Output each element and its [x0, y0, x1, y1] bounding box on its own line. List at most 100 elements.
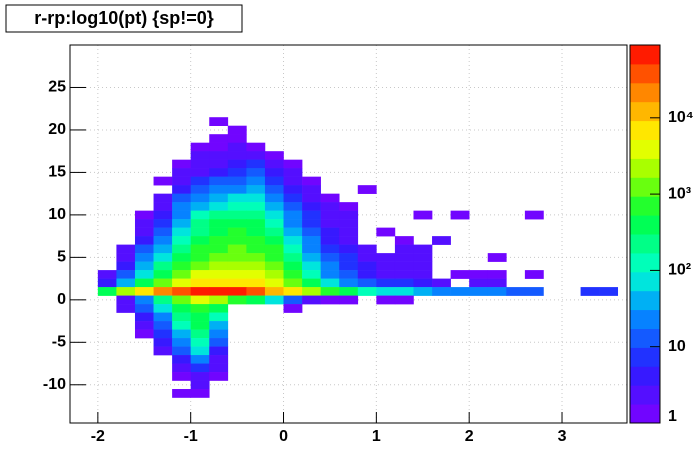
- heat-cell: [172, 210, 191, 220]
- heat-cell: [190, 295, 210, 305]
- heat-cell: [227, 253, 247, 262]
- heat-cell: [209, 363, 229, 373]
- heat-cell: [209, 321, 229, 330]
- heat-cell: [209, 304, 229, 313]
- heat-cell: [227, 261, 247, 271]
- heat-cell: [320, 202, 340, 211]
- colorbar-band: [630, 139, 660, 159]
- heat-cell: [227, 185, 247, 194]
- heat-cell: [209, 193, 229, 203]
- heat-cell: [153, 338, 173, 347]
- heat-cell: [172, 270, 191, 279]
- heat-cell: [153, 321, 173, 330]
- heat-cell: [264, 168, 284, 177]
- heat-cell: [283, 287, 303, 296]
- z-tick-label: 10³: [668, 185, 691, 202]
- heat-cell: [134, 244, 154, 254]
- heat-cell: [209, 151, 229, 160]
- heat-cell: [376, 270, 396, 279]
- heat-cell: [209, 278, 229, 288]
- colorbar-band: [630, 158, 660, 178]
- heat-cell: [283, 168, 303, 177]
- colorbar-frame: [629, 44, 661, 424]
- heat-cell: [209, 117, 229, 126]
- heat-cell: [376, 253, 396, 262]
- heat-cell: [283, 185, 303, 194]
- heat-cell: [413, 244, 433, 254]
- heat-cell: [413, 210, 433, 220]
- heat-cell: [320, 261, 340, 271]
- heat-cell: [320, 210, 340, 220]
- heat-cell: [264, 227, 284, 237]
- heat-cell: [264, 151, 284, 160]
- colorbar-band: [630, 328, 660, 348]
- heat-cell: [209, 202, 229, 211]
- heat-cell: [172, 159, 191, 169]
- heat-cell: [209, 355, 229, 364]
- heat-cell: [264, 236, 284, 245]
- heat-cell: [394, 236, 414, 245]
- heat-cell: [264, 202, 284, 211]
- heat-cell: [172, 278, 191, 288]
- heat-cell: [172, 304, 191, 313]
- heat-cell: [302, 193, 321, 203]
- heat-cell: [172, 176, 191, 186]
- heat-cell: [116, 261, 136, 271]
- heat-cell: [357, 270, 377, 279]
- heat-cell: [394, 244, 414, 254]
- heat-cell: [172, 338, 191, 347]
- title-box: [5, 4, 243, 33]
- heat-cell: [116, 295, 136, 305]
- heat-cell: [209, 346, 229, 356]
- heat-cell: [283, 253, 303, 262]
- heat-cell: [172, 168, 191, 177]
- heat-cell: [153, 270, 173, 279]
- heat-cell: [283, 270, 303, 279]
- heat-cell: [320, 253, 340, 262]
- heat-cell: [172, 287, 191, 296]
- heat-cell: [302, 236, 321, 245]
- heat-cell: [190, 176, 210, 186]
- colorbar-band: [630, 252, 660, 273]
- heat-cell: [116, 278, 136, 288]
- heat-cell: [339, 227, 359, 237]
- heat-cell: [432, 236, 451, 245]
- heat-cell: [487, 270, 507, 279]
- heat-cell: [376, 287, 396, 296]
- heat-cell: [227, 168, 247, 177]
- heat-cell: [190, 210, 210, 220]
- heat-cell: [227, 193, 247, 203]
- heat-cell: [209, 312, 229, 322]
- heat-cell: [227, 202, 247, 211]
- heat-cell: [376, 261, 396, 271]
- heat-cell: [246, 236, 266, 245]
- heat-cell: [246, 151, 266, 160]
- heat-cell: [172, 227, 191, 237]
- heat-cell: [320, 244, 340, 254]
- heat-cell: [134, 287, 154, 296]
- heat-cell: [264, 253, 284, 262]
- heat-cell: [302, 202, 321, 211]
- heat-cell: [264, 219, 284, 228]
- heat-cell: [320, 227, 340, 237]
- heat-cell: [394, 253, 414, 262]
- heat-cell: [153, 329, 173, 339]
- plot-frame: [69, 44, 628, 424]
- heat-cell: [320, 219, 340, 228]
- heat-cell: [134, 210, 154, 220]
- heat-cell: [599, 287, 619, 296]
- heat-cell: [209, 270, 229, 279]
- heat-cell: [264, 270, 284, 279]
- heat-cell: [209, 338, 229, 347]
- heat-cell: [376, 295, 396, 305]
- heat-cell: [209, 236, 229, 245]
- heat-cell: [172, 355, 191, 364]
- heat-cell: [190, 346, 210, 356]
- heat-cell: [469, 287, 489, 296]
- heat-cell: [283, 278, 303, 288]
- y-tick-label: 15: [48, 164, 66, 181]
- heat-cell: [302, 210, 321, 220]
- heat-cell: [209, 261, 229, 271]
- heat-cell: [339, 210, 359, 220]
- colorbar-band: [630, 45, 660, 65]
